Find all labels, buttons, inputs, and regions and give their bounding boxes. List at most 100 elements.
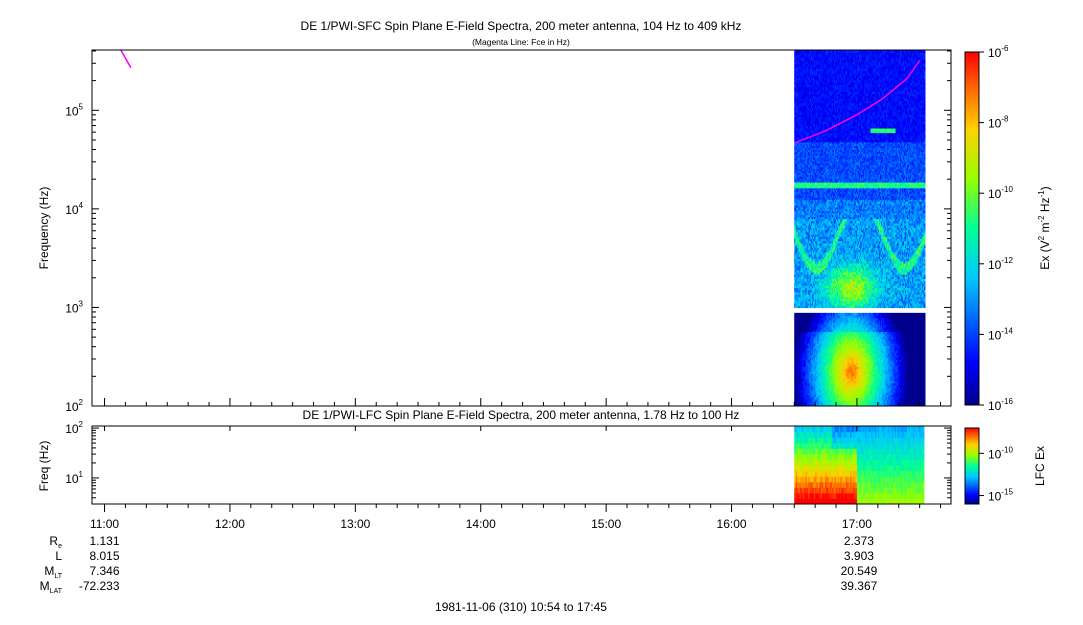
spectrogram-cell: [802, 315, 805, 319]
spectrogram-cell: [907, 338, 909, 342]
spectrogram-cell: [794, 331, 796, 335]
spectrogram-cell: [889, 317, 891, 321]
spectrogram-cell: [818, 399, 820, 402]
spectrogram-cell: [826, 333, 829, 337]
spectrogram-cell: [899, 387, 902, 391]
spectrogram-cell: [913, 326, 916, 330]
spectrogram-cell: [829, 371, 832, 375]
spectrogram-cell: [879, 375, 882, 379]
spectrogram-cell: [810, 343, 813, 347]
spectrogram-cell: [889, 389, 891, 393]
spectrogram-cell: [837, 368, 839, 372]
spectrogram-cell: [857, 315, 860, 319]
spectrogram-cell: [894, 324, 897, 328]
spectrogram-cell: [818, 371, 820, 375]
spectrogram-cell: [868, 326, 871, 330]
spectrogram-cell: [912, 359, 914, 363]
spectrogram-cell: [846, 378, 849, 381]
spectrogram-cell: [819, 396, 821, 400]
spectrogram-cell: [820, 392, 823, 395]
spectrogram-cell: [898, 322, 901, 326]
spectrogram-cell: [832, 345, 835, 349]
spectrogram-cell: [821, 354, 824, 358]
spectrogram-cell: [860, 368, 862, 372]
spectrogram-cell: [847, 399, 850, 402]
spectrogram-cell: [828, 319, 831, 323]
spectrogram-cell: [843, 378, 846, 381]
spectrogram-cell: [899, 392, 902, 395]
spectrogram-cell: [803, 343, 806, 347]
spectrogram-cell: [869, 364, 872, 368]
spectrogram-cell: [814, 345, 816, 349]
spectrogram-cell: [853, 336, 856, 340]
spectrogram-cell: [821, 333, 824, 337]
spectrogram-cell: [892, 394, 895, 398]
spectrogram-cell: [833, 385, 836, 388]
spectrogram-cell: [850, 333, 853, 337]
spectrogram-cell: [812, 315, 814, 319]
spectrogram-cell: [891, 317, 894, 321]
spectrogram-cell: [861, 333, 863, 337]
spectrogram-cell: [883, 389, 885, 393]
spectrogram-cell: [879, 403, 882, 406]
spectrogram-cell: [876, 387, 879, 391]
spectrogram-cell: [819, 357, 821, 361]
spectrogram-cell: [862, 401, 864, 405]
spectrogram-cell: [794, 359, 796, 363]
spectrogram-cell: [922, 343, 925, 347]
spectrogram-cell: [833, 399, 836, 402]
spectrogram-cell: [835, 326, 837, 330]
spectrogram-cell: [804, 329, 807, 333]
spectrogram-cell: [813, 345, 815, 349]
spectrogram-cell: [871, 375, 874, 379]
spectrogram-cell: [905, 359, 907, 363]
spectrogram-cell: [808, 340, 811, 344]
spectrogram-cell: [841, 364, 843, 368]
spectrogram-cell: [871, 380, 874, 384]
spectrogram-cell: [919, 387, 922, 391]
spectrogram-cell: [844, 380, 847, 384]
spectrogram-cell: [840, 312, 842, 316]
spectrogram-cell: [826, 361, 829, 365]
spectrogram-cell: [821, 385, 824, 388]
spectrogram-cell: [802, 326, 805, 330]
spectrogram-cell: [833, 343, 836, 347]
spectrogram-cell: [817, 380, 819, 384]
spectrogram-cell: [884, 382, 886, 386]
spectrogram-cell: [797, 387, 800, 391]
spectrogram-cell: [839, 317, 841, 321]
spectrogram-cell: [899, 322, 902, 326]
spectrogram-cell: [852, 399, 855, 402]
spectrogram-cell: [883, 350, 885, 354]
spectrogram-cell: [828, 389, 831, 393]
spectrogram-cell: [861, 387, 863, 391]
spectrogram-cell: [907, 357, 909, 361]
spectrogram-cell: [819, 312, 821, 316]
spectrogram-cell: [889, 385, 891, 388]
spectrogram-cell: [835, 347, 837, 351]
spectrogram-cell: [817, 326, 819, 330]
spectrogram-cell: [838, 345, 840, 349]
spectrogram-cell: [900, 324, 903, 328]
spectrogram-cell: [823, 373, 826, 377]
spectrogram-cell: [916, 359, 919, 363]
spectrogram-cell: [817, 396, 819, 400]
spectrogram-cell: [844, 315, 847, 319]
spectrogram-cell: [906, 378, 908, 381]
spectrogram-cell: [913, 324, 916, 328]
spectrogram-cell: [917, 343, 920, 347]
spectrogram-cell: [870, 329, 873, 333]
spectrogram-cell: [876, 336, 879, 340]
spectrogram-cell: [824, 394, 827, 398]
spectrogram-cell: [855, 382, 858, 386]
spectrogram-cell: [841, 331, 843, 335]
spectrogram-cell: [917, 401, 920, 405]
spectrogram-cell: [865, 366, 867, 370]
spectrogram-cell: [800, 392, 803, 395]
spectrogram-cell: [863, 352, 865, 356]
spectrogram-cell: [895, 331, 898, 335]
spectrogram-cell: [878, 359, 881, 363]
spectrogram-cell: [822, 338, 825, 342]
spectrogram-cell: [831, 347, 834, 351]
spectrogram-cell: [799, 317, 802, 321]
